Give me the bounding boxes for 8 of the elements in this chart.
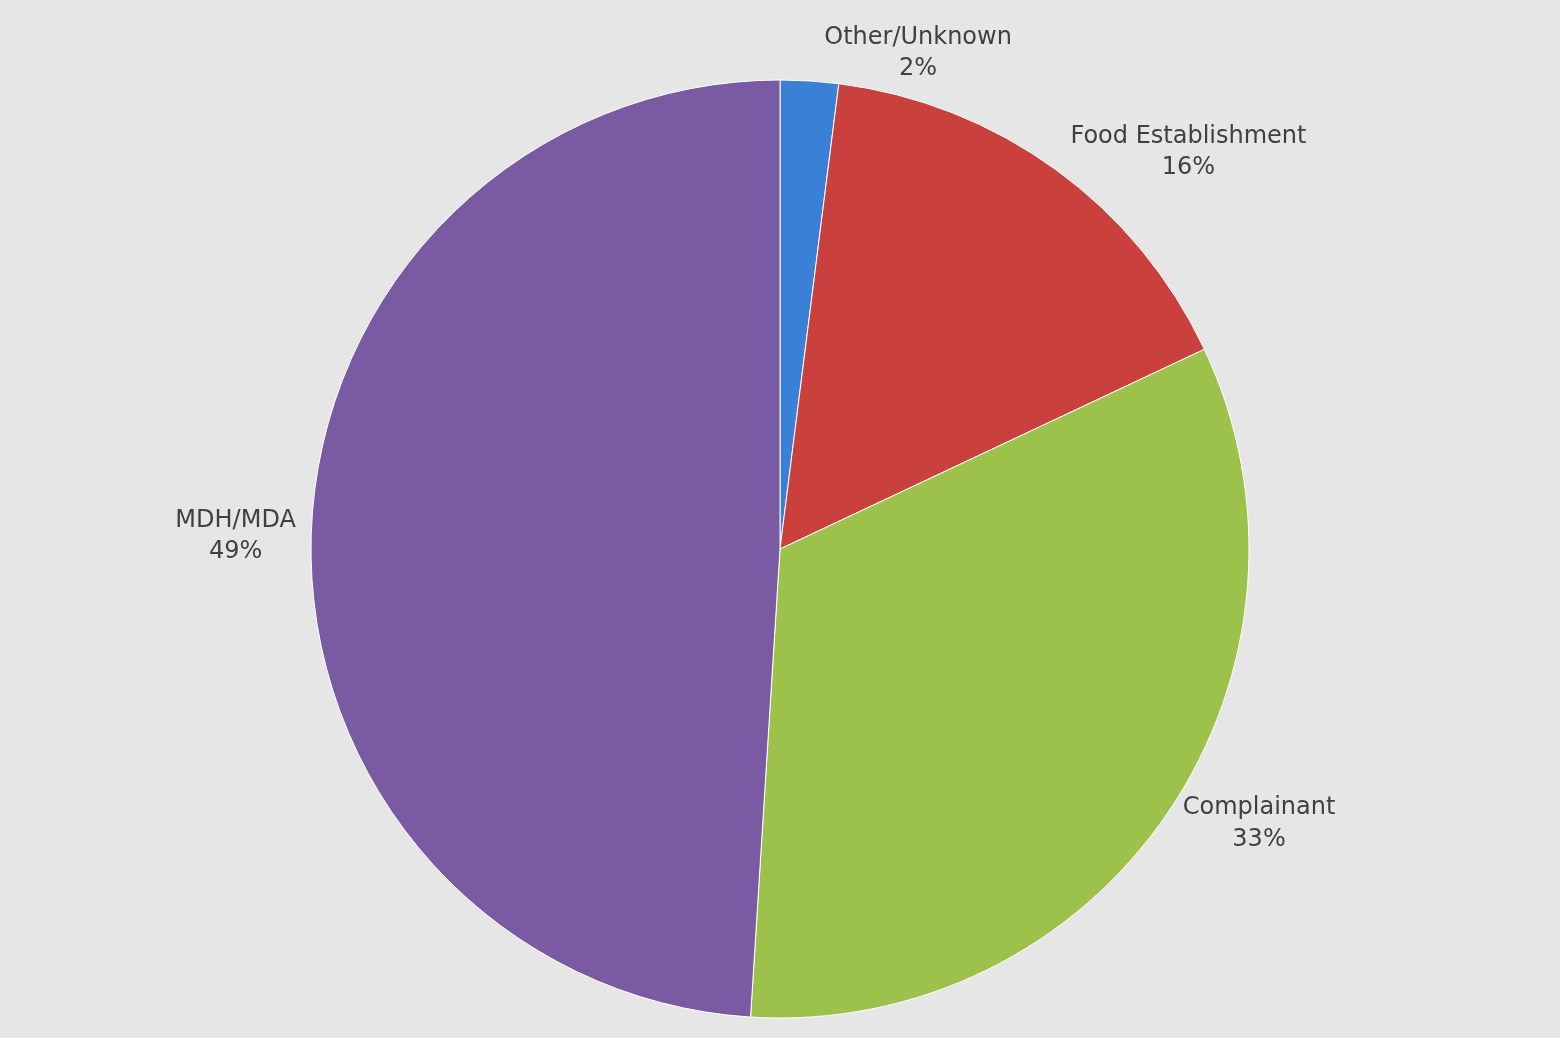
slice-label: Food Establishment [1070, 120, 1307, 149]
data-label: 16% [1161, 151, 1216, 180]
slice-label: Other/Unknown [824, 21, 1012, 50]
data-label: 33% [1232, 823, 1286, 852]
slice-label: MDH/MDA [175, 504, 297, 533]
data-label: 49% [208, 535, 263, 564]
slice-label: Complainant [1182, 792, 1336, 821]
data-label: 2% [899, 53, 938, 82]
